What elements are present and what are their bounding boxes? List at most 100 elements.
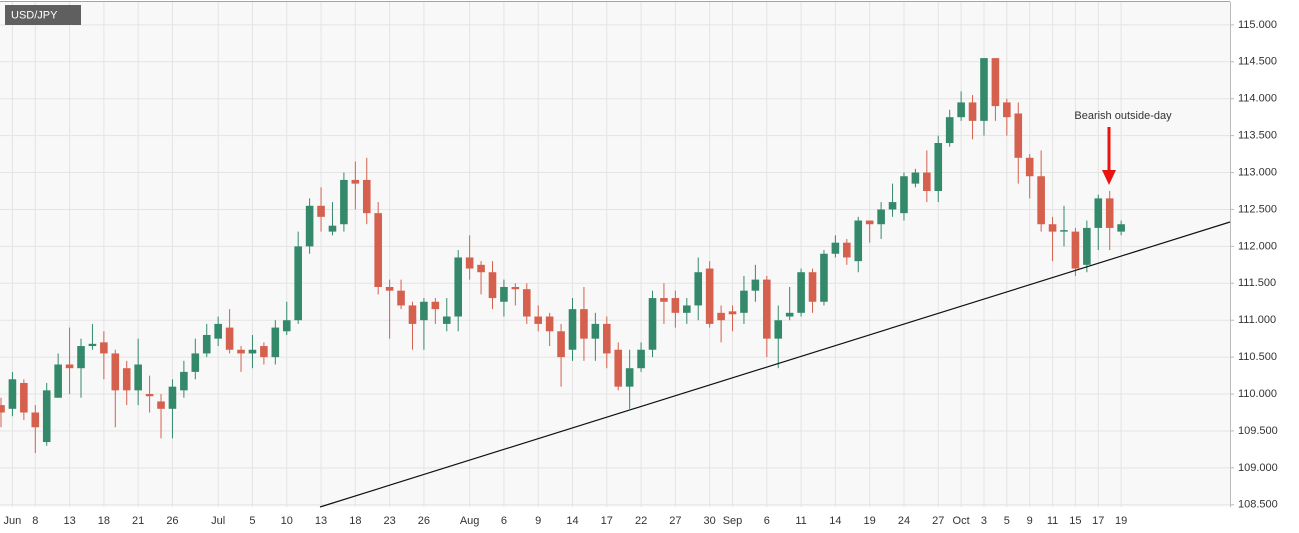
candle-body xyxy=(477,264,485,273)
candle-body xyxy=(637,349,645,369)
x-tick-label: Jun xyxy=(4,515,22,527)
candle-body xyxy=(362,179,371,214)
x-tick-label: 21 xyxy=(132,515,144,527)
candle-body xyxy=(614,349,623,387)
candle-body xyxy=(763,279,771,339)
candle-body xyxy=(351,179,360,184)
candle-body xyxy=(465,257,474,269)
candle-body xyxy=(991,58,1000,107)
candle-body xyxy=(740,290,748,313)
plot-area xyxy=(0,2,1230,507)
candle-body xyxy=(385,286,394,291)
candle-body xyxy=(20,382,28,413)
candle-body xyxy=(420,301,428,321)
x-tick-label: 18 xyxy=(349,515,361,527)
x-tick-label: 13 xyxy=(63,515,75,527)
x-tick-label: 11 xyxy=(795,515,806,527)
candle-body xyxy=(454,257,462,317)
candle-body xyxy=(831,242,840,254)
y-tick-label: 109.000 xyxy=(1238,462,1278,474)
candle-body xyxy=(248,349,257,354)
x-tick-label: 5 xyxy=(1004,515,1010,527)
x-tick-label: 5 xyxy=(249,515,255,527)
candle-body xyxy=(214,323,222,339)
trend-line xyxy=(319,221,1231,508)
candle-body xyxy=(202,334,211,354)
y-tick-label: 112.500 xyxy=(1238,203,1277,215)
candle-body xyxy=(671,298,680,313)
candle-body xyxy=(134,364,142,391)
candle-body xyxy=(911,172,920,184)
y-tick-label: 111.000 xyxy=(1238,314,1276,326)
candle-body xyxy=(888,202,897,210)
candle-body xyxy=(923,172,931,192)
grid xyxy=(0,2,1230,507)
y-tick-label: 110.000 xyxy=(1238,388,1277,400)
candle-body xyxy=(945,117,954,144)
candle-body xyxy=(271,327,280,358)
annotation: Bearish outside-day xyxy=(1074,110,1172,122)
y-tick-label: 112.000 xyxy=(1238,240,1277,252)
candle-body xyxy=(694,272,703,306)
candle-body xyxy=(717,312,725,321)
candle-body xyxy=(820,253,828,302)
candle-body xyxy=(260,346,268,358)
y-tick-label: 113.000 xyxy=(1238,166,1277,178)
candle-body xyxy=(728,311,737,315)
candle-body xyxy=(557,331,565,358)
candle-body xyxy=(545,316,554,332)
candles xyxy=(0,58,1125,454)
x-tick-label: 26 xyxy=(418,515,430,527)
candle-body xyxy=(854,220,863,262)
candle-body xyxy=(968,102,977,121)
x-tick-label: 13 xyxy=(315,515,327,527)
x-tick-label: Aug xyxy=(460,515,480,527)
candle-body xyxy=(42,390,51,443)
candle-body xyxy=(374,213,382,287)
candle-body xyxy=(648,298,657,350)
arrow-head xyxy=(1102,170,1116,185)
candle-body xyxy=(145,394,154,397)
candle-body xyxy=(705,268,714,324)
candle-body xyxy=(1048,224,1057,232)
candle-body xyxy=(100,342,108,354)
candle-body xyxy=(54,364,62,398)
x-tick-label: 3 xyxy=(981,515,987,527)
candle-body xyxy=(568,309,577,350)
candle-body xyxy=(408,305,417,324)
candle-body xyxy=(934,143,943,192)
candle-body xyxy=(1025,157,1034,177)
x-tick-label: 24 xyxy=(898,515,910,527)
candle-body xyxy=(797,272,805,313)
y-tick-label: 109.500 xyxy=(1238,425,1278,437)
y-tick-label: 108.500 xyxy=(1238,499,1278,511)
candle-body xyxy=(282,320,291,332)
candle-body xyxy=(442,316,451,324)
candle-body xyxy=(522,289,531,317)
candle-body xyxy=(511,286,520,290)
x-tick-label: Sep xyxy=(723,515,743,527)
candle-body xyxy=(111,353,120,391)
candle-body xyxy=(340,179,348,225)
candle-body xyxy=(1014,113,1023,158)
candle-body xyxy=(1117,224,1125,232)
candle-body xyxy=(1083,227,1091,265)
candle-body xyxy=(625,368,634,387)
candle-body xyxy=(751,279,760,291)
chart-title: USD/JPY xyxy=(11,9,58,21)
x-tick-label: 27 xyxy=(932,515,944,527)
candle-body xyxy=(305,205,314,247)
candle-body xyxy=(157,401,165,409)
title-badge xyxy=(5,5,81,25)
x-tick-label: 10 xyxy=(281,515,293,527)
candle-body xyxy=(180,371,188,391)
candle-body xyxy=(1003,102,1011,118)
x-tick-label: 15 xyxy=(1069,515,1081,527)
candle-body xyxy=(0,405,5,413)
x-tick-label: 17 xyxy=(1092,515,1104,527)
candle-body xyxy=(122,368,131,391)
candle-body xyxy=(808,272,817,302)
candle-body xyxy=(580,309,588,339)
candle-body xyxy=(591,323,600,339)
